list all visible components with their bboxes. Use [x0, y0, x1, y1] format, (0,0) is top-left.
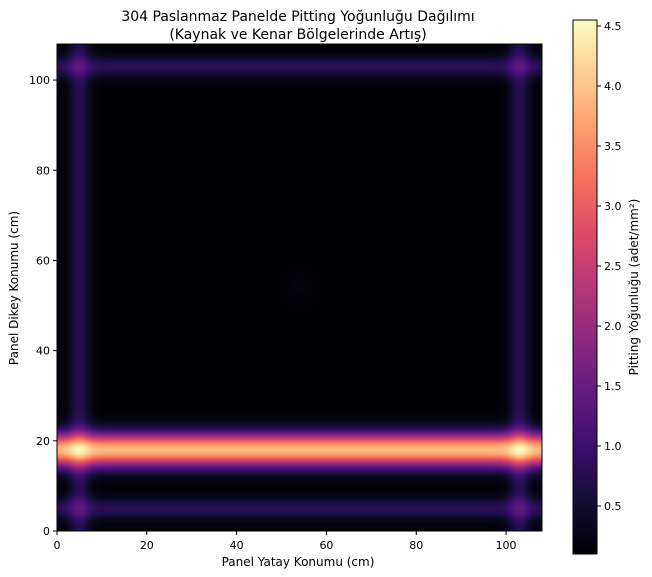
x-tick-label: 100 — [496, 539, 517, 552]
heatmap-canvas — [57, 44, 542, 531]
y-tick-label: 100 — [29, 74, 50, 87]
chart-title-line1: 304 Paslanmaz Panelde Pitting Yoğunluğu … — [121, 9, 474, 25]
y-tick-label: 0 — [43, 525, 50, 538]
heatmap-area — [57, 44, 542, 531]
x-axis-label: Panel Yatay Konumu (cm) — [222, 555, 375, 569]
colorbar-label: Pitting Yoğunluğu (adet/mm²) — [627, 199, 641, 376]
x-tick-label: 60 — [319, 539, 333, 552]
colorbar-tick-label: 0.5 — [604, 500, 622, 513]
colorbar-tick-label: 4.5 — [604, 20, 622, 33]
colorbar-tick-label: 3.0 — [604, 200, 622, 213]
y-tick-label: 40 — [36, 345, 50, 358]
colorbar-canvas — [573, 20, 597, 554]
x-tick-label: 80 — [409, 539, 423, 552]
colorbar-axis: 0.5 1.0 1.5 2.0 2.5 3.0 3.5 4.0 4.5 — [597, 20, 622, 513]
y-tick-label: 20 — [36, 435, 50, 448]
x-axis: 0 20 40 60 80 100 — [54, 531, 517, 552]
y-tick-label: 80 — [36, 164, 50, 177]
plot-frame — [56, 43, 543, 532]
colorbar-tick-label: 4.0 — [604, 80, 622, 93]
y-tick-label: 60 — [36, 254, 50, 267]
x-tick-label: 20 — [140, 539, 154, 552]
x-tick-label: 0 — [54, 539, 61, 552]
x-tick-label: 40 — [230, 539, 244, 552]
colorbar-tick-label: 1.5 — [604, 380, 622, 393]
colorbar-area — [573, 20, 597, 554]
colorbar-tick-label: 1.0 — [604, 440, 622, 453]
y-axis-label: Panel Dikey Konumu (cm) — [7, 211, 21, 365]
colorbar-frame — [572, 19, 598, 555]
colorbar-tick-label: 2.0 — [604, 320, 622, 333]
chart-title-line2: (Kaynak ve Kenar Bölgelerinde Artış) — [169, 27, 426, 43]
colorbar-tick-label: 2.5 — [604, 260, 622, 273]
colorbar-tick-label: 3.5 — [604, 140, 622, 153]
y-axis: 0 20 40 60 80 100 — [29, 74, 57, 538]
